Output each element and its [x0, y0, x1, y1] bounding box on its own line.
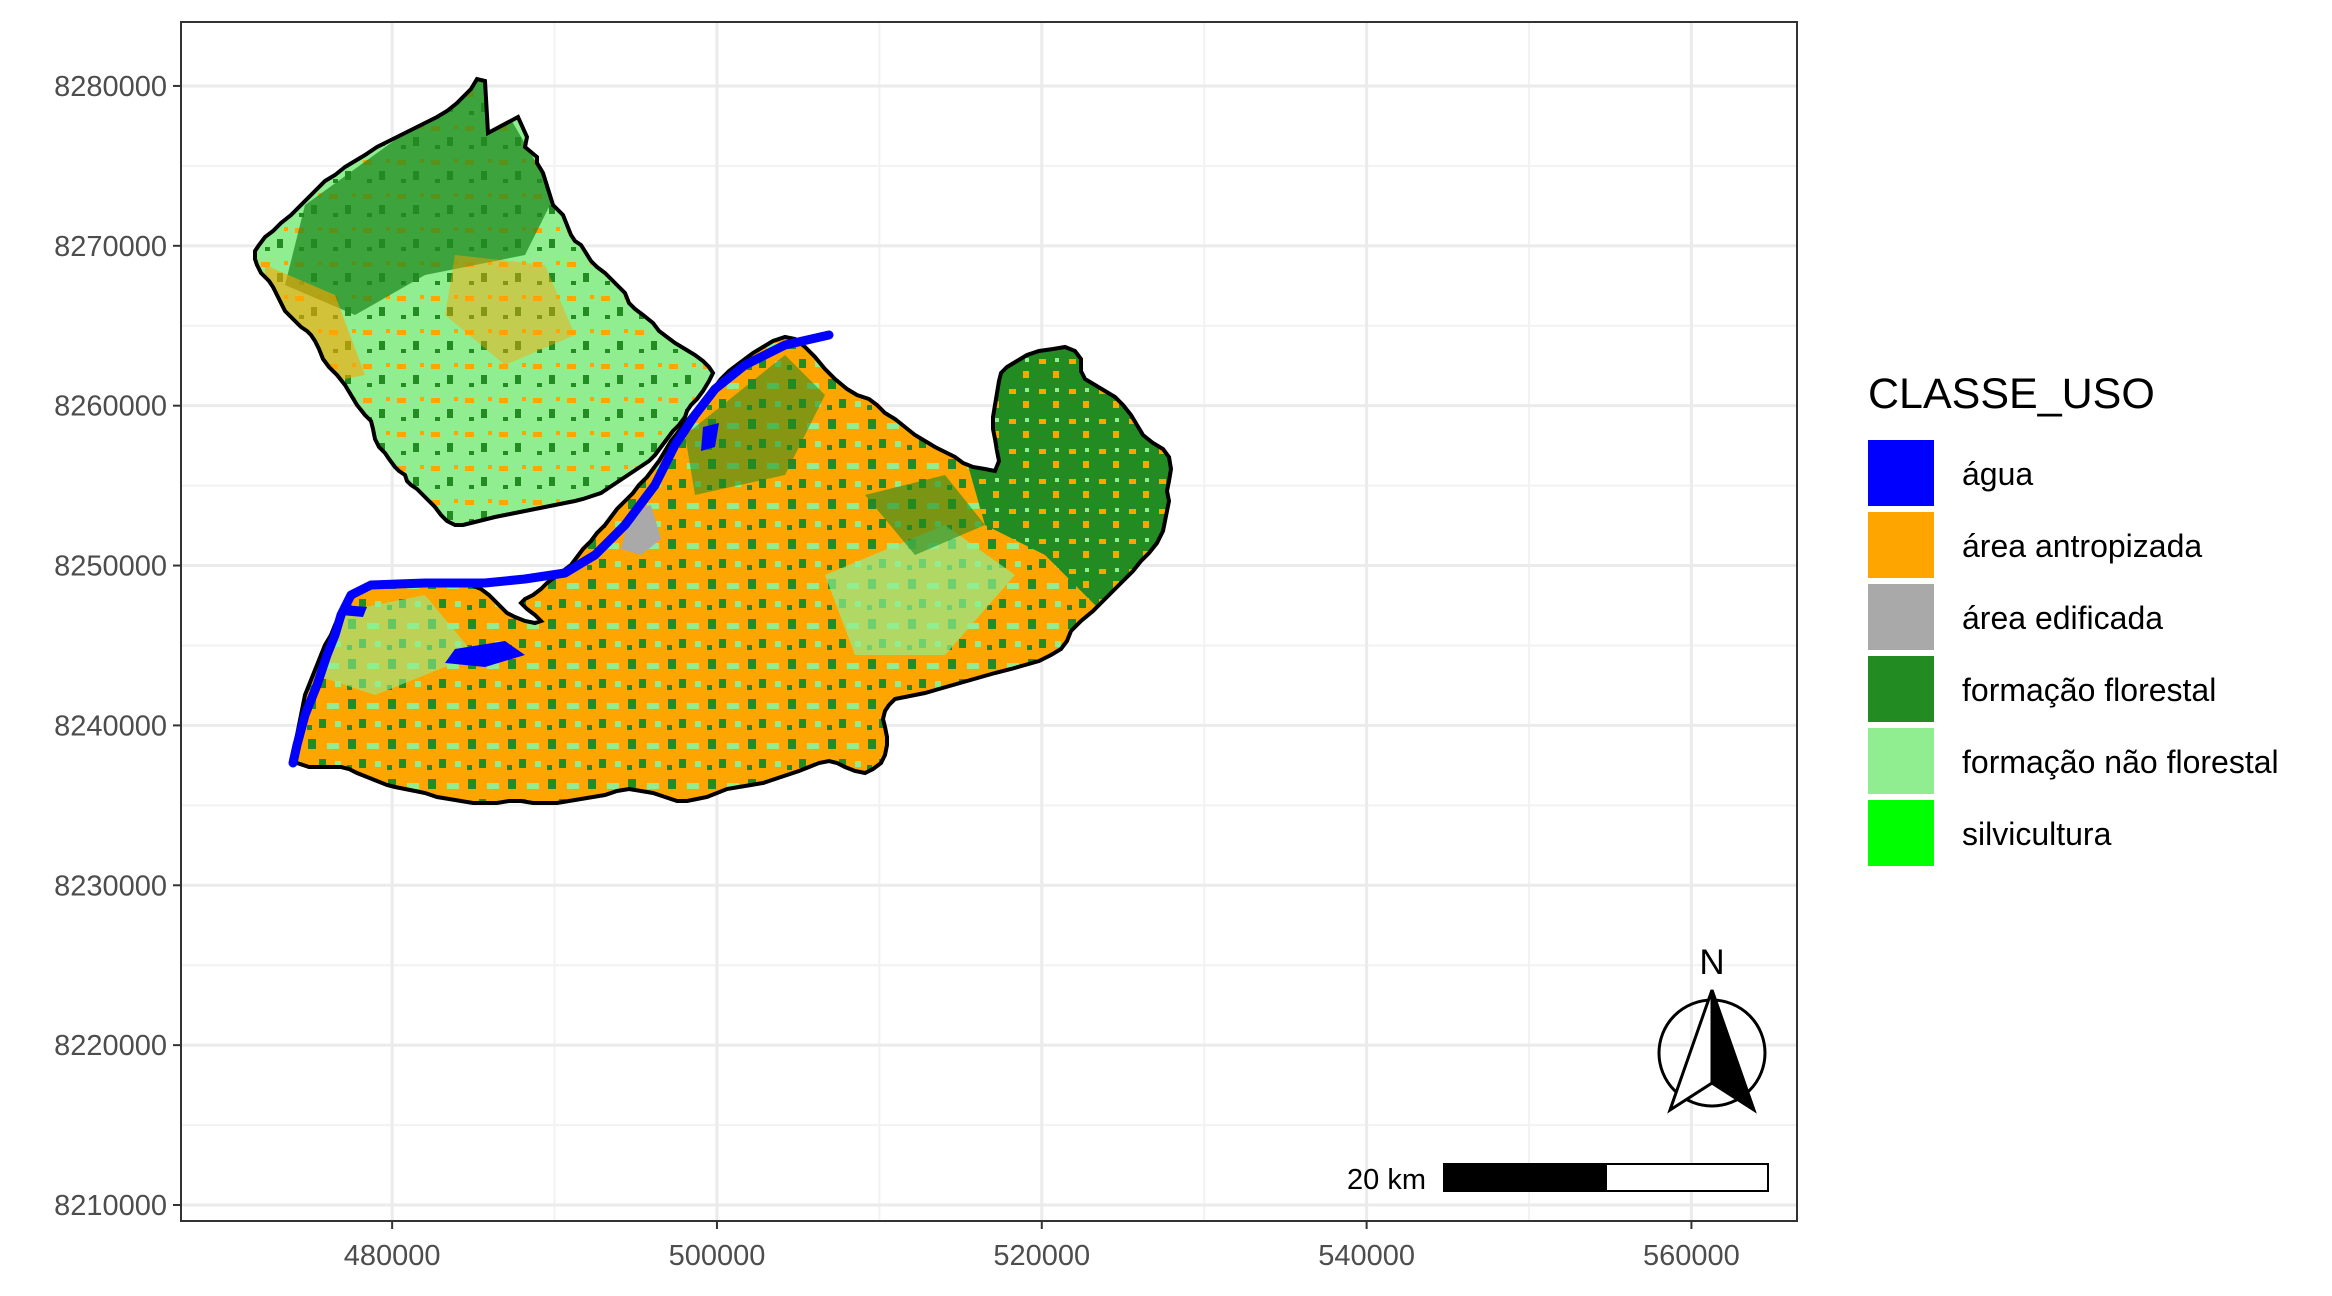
y-tick-label: 8210000: [54, 1190, 167, 1222]
northern-area: [253, 76, 716, 527]
boundary-north: [253, 76, 716, 527]
y-tick-label: 8240000: [54, 710, 167, 742]
legend-label: área edificada: [1962, 600, 2163, 636]
grid-lines: [181, 22, 1797, 1221]
scale-bar-segment-2: [1605, 1163, 1769, 1192]
formacao-florestal-patch: [685, 355, 825, 495]
y-tick-label: 8220000: [54, 1030, 167, 1062]
x-tick-label: 520000: [993, 1240, 1090, 1272]
y-tick-label: 8280000: [54, 71, 167, 103]
southern-area: [291, 334, 1174, 805]
y-tick-label: 8270000: [54, 231, 167, 263]
scale-bar: 20 km: [1347, 1163, 1769, 1196]
y-tick-label: 8230000: [54, 870, 167, 902]
legend: CLASSE_USO água área antropizada área edifi…: [1868, 370, 2279, 866]
agua-river: [288, 330, 834, 768]
x-tick-label: 560000: [1643, 1240, 1740, 1272]
area-antropizada-south: [293, 337, 1171, 803]
legend-item: água: [1868, 440, 2033, 506]
agua-pond: [341, 605, 367, 617]
x-tick-label: 540000: [1318, 1240, 1415, 1272]
x-tick-label: 480000: [344, 1240, 441, 1272]
legend-item: área antropizada: [1868, 512, 2202, 578]
legend-swatch: [1868, 800, 1934, 866]
formacao-florestal-patch-2: [865, 475, 985, 555]
legend-label: formação florestal: [1962, 672, 2216, 708]
legend-item: silvicultura: [1868, 800, 2112, 866]
legend-title: CLASSE_USO: [1868, 370, 2155, 418]
area-antropizada-northwest: [265, 265, 365, 385]
formacao-nao-florestal-patch: [825, 525, 1015, 655]
legend-swatch: [1868, 584, 1934, 650]
legend-item: formação florestal: [1868, 656, 2216, 722]
legend-swatch: [1868, 728, 1934, 794]
scale-bar-segment-1: [1443, 1163, 1607, 1192]
legend-label: água: [1962, 456, 2033, 492]
legend-label: área antropizada: [1962, 528, 2202, 564]
north-arrow-label: N: [1699, 943, 1724, 982]
agua-lagoon: [445, 641, 525, 667]
north-arrow-right: [1710, 989, 1757, 1114]
legend-item: área edificada: [1868, 584, 2163, 650]
map-panel: [180, 21, 1798, 1222]
north-arrow-icon: N: [1657, 943, 1767, 1114]
map-axes: 480000 500000 520000 540000 560000 8280000 827…: [54, 71, 1740, 1272]
southern-patches: [315, 345, 1171, 695]
legend-item: formação não florestal: [1868, 728, 2279, 794]
formacao-nao-florestal-southwest: [315, 595, 475, 695]
legend-swatch: [1868, 512, 1934, 578]
agua-pond-2: [701, 423, 719, 451]
legend-swatch: [1868, 656, 1934, 722]
x-tick-label: 500000: [669, 1240, 766, 1272]
land-use-region: [253, 76, 1174, 805]
legend-label: formação não florestal: [1962, 744, 2279, 780]
area-antropizada-north: [445, 255, 575, 365]
formacao-florestal-east: [965, 345, 1171, 615]
legend-label: silvicultura: [1962, 816, 2112, 852]
scale-bar-label: 20 km: [1347, 1164, 1426, 1196]
legend-swatch: [1868, 440, 1934, 506]
y-tick-label: 8260000: [54, 391, 167, 423]
panel-border: [180, 21, 1798, 1222]
y-tick-label: 8250000: [54, 551, 167, 583]
